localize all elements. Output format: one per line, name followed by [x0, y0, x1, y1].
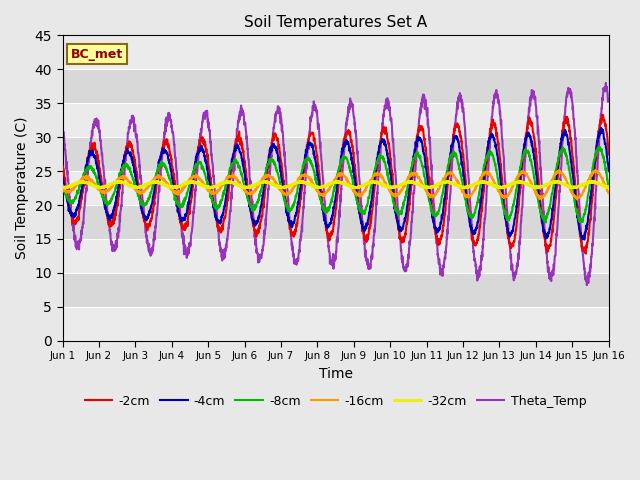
- -16cm: [59, 186, 67, 192]
- X-axis label: Time: Time: [319, 367, 353, 381]
- Theta_Temp: [572, 135, 579, 141]
- -4cm: [364, 221, 371, 227]
- -2cm: [59, 163, 67, 168]
- -2cm: [351, 166, 359, 172]
- -8cm: [494, 177, 502, 183]
- -8cm: [542, 220, 550, 226]
- -8cm: [557, 149, 564, 155]
- -16cm: [364, 183, 371, 189]
- Theta_Temp: [364, 261, 371, 266]
- -16cm: [573, 197, 580, 203]
- -16cm: [351, 189, 359, 195]
- -32cm: [495, 184, 502, 190]
- -32cm: [211, 184, 219, 190]
- -4cm: [556, 144, 564, 149]
- -32cm: [364, 180, 371, 186]
- -8cm: [596, 144, 604, 150]
- Bar: [63, 137, 609, 171]
- Y-axis label: Soil Temperature (C): Soil Temperature (C): [15, 117, 29, 259]
- -16cm: [556, 170, 564, 176]
- -8cm: [605, 183, 612, 189]
- -4cm: [494, 158, 502, 164]
- -16cm: [591, 167, 599, 173]
- -4cm: [572, 199, 579, 204]
- -2cm: [211, 204, 219, 210]
- -2cm: [582, 251, 589, 256]
- Line: -2cm: -2cm: [63, 115, 609, 253]
- Theta_Temp: [605, 96, 612, 102]
- Bar: [63, 69, 609, 103]
- -2cm: [572, 184, 579, 190]
- -32cm: [59, 184, 67, 190]
- -16cm: [572, 193, 579, 199]
- -16cm: [211, 190, 219, 196]
- Bar: [63, 307, 609, 341]
- -32cm: [352, 185, 360, 191]
- -32cm: [61, 185, 69, 191]
- Theta_Temp: [494, 96, 502, 101]
- -16cm: [605, 190, 612, 196]
- Bar: [63, 273, 609, 307]
- -32cm: [333, 178, 341, 184]
- -32cm: [572, 184, 580, 190]
- -4cm: [351, 183, 359, 189]
- Bar: [63, 239, 609, 273]
- Bar: [63, 103, 609, 137]
- -2cm: [598, 112, 606, 118]
- Theta_Temp: [556, 181, 564, 187]
- Title: Soil Temperatures Set A: Soil Temperatures Set A: [244, 15, 427, 30]
- -8cm: [351, 189, 359, 195]
- Theta_Temp: [211, 191, 219, 197]
- -16cm: [494, 188, 502, 193]
- Line: -8cm: -8cm: [63, 147, 609, 223]
- -2cm: [494, 143, 502, 148]
- Theta_Temp: [351, 128, 359, 134]
- -8cm: [211, 205, 219, 211]
- Line: Theta_Temp: Theta_Temp: [63, 83, 609, 285]
- -4cm: [211, 210, 219, 216]
- -8cm: [364, 202, 371, 208]
- -4cm: [605, 168, 612, 174]
- Bar: [63, 36, 609, 69]
- Theta_Temp: [59, 127, 67, 132]
- -4cm: [580, 237, 588, 242]
- Legend: -2cm, -4cm, -8cm, -16cm, -32cm, Theta_Temp: -2cm, -4cm, -8cm, -16cm, -32cm, Theta_Te…: [80, 390, 591, 413]
- -2cm: [556, 144, 564, 150]
- -8cm: [59, 183, 67, 189]
- -32cm: [557, 180, 564, 186]
- Theta_Temp: [583, 282, 591, 288]
- Line: -32cm: -32cm: [63, 181, 609, 188]
- Line: -16cm: -16cm: [63, 170, 609, 200]
- -2cm: [364, 233, 371, 239]
- -2cm: [605, 152, 612, 157]
- Bar: [63, 205, 609, 239]
- Text: BC_met: BC_met: [71, 48, 123, 60]
- -4cm: [598, 125, 605, 131]
- Line: -4cm: -4cm: [63, 128, 609, 240]
- -32cm: [605, 185, 612, 191]
- Bar: [63, 171, 609, 205]
- -8cm: [572, 205, 580, 211]
- Theta_Temp: [602, 80, 610, 86]
- -4cm: [59, 177, 67, 182]
